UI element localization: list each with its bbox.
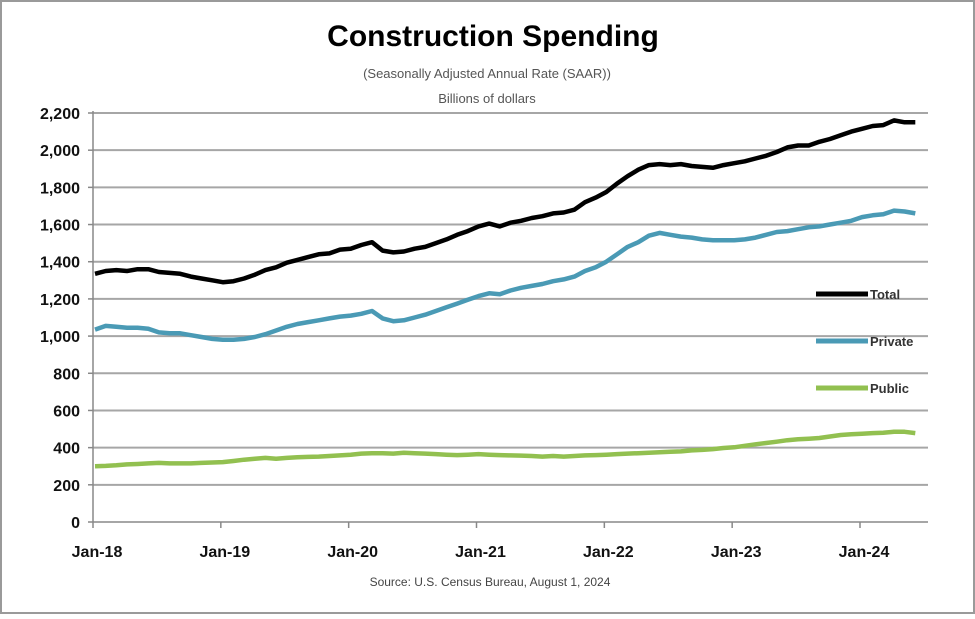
y-tick-label: 1,000 bbox=[40, 329, 80, 346]
y-tick-label: 2,000 bbox=[40, 143, 80, 160]
x-tick-label: Jan-23 bbox=[711, 544, 762, 561]
y-tick-label: 1,800 bbox=[40, 180, 80, 197]
y-tick-label: 1,400 bbox=[40, 255, 80, 272]
x-tick-label: Jan-21 bbox=[455, 544, 506, 561]
series-line-private bbox=[94, 208, 916, 343]
y-tick-label: 1,200 bbox=[40, 292, 80, 309]
x-tick-label: Jan-24 bbox=[839, 544, 890, 561]
chart-title: Construction Spending bbox=[327, 20, 659, 53]
chart-units: Billions of dollars bbox=[438, 91, 536, 106]
legend-label-public: Public bbox=[870, 381, 909, 396]
chart-source: Source: U.S. Census Bureau, August 1, 20… bbox=[370, 575, 611, 589]
chart-subtitle: (Seasonally Adjusted Annual Rate (SAAR)) bbox=[363, 66, 611, 81]
y-tick-label: 200 bbox=[53, 478, 80, 495]
y-tick-label: 0 bbox=[71, 515, 80, 532]
y-tick-label: 600 bbox=[53, 403, 80, 420]
series-line-public bbox=[94, 429, 916, 469]
legend-label-private: Private bbox=[870, 334, 913, 349]
y-tick-label: 1,600 bbox=[40, 218, 80, 235]
y-tick-label: 800 bbox=[53, 366, 80, 383]
y-tick-label: 2,200 bbox=[40, 106, 80, 123]
x-tick-label: Jan-18 bbox=[72, 544, 123, 561]
x-tick-label: Jan-22 bbox=[583, 544, 634, 561]
x-tick-label: Jan-19 bbox=[199, 544, 250, 561]
x-tick-label: Jan-20 bbox=[327, 544, 378, 561]
y-tick-label: 400 bbox=[53, 441, 80, 458]
series-line-total bbox=[94, 118, 916, 285]
legend-label-total: Total bbox=[870, 287, 900, 302]
